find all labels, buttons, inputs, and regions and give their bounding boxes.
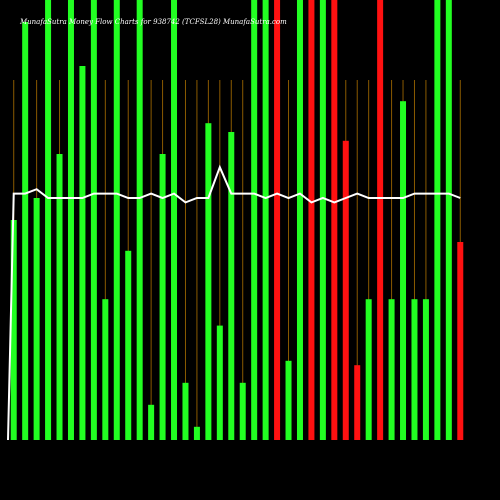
bar — [422, 299, 429, 440]
bar — [67, 0, 74, 440]
bar — [388, 299, 395, 440]
money-flow-line — [7, 164, 461, 441]
bar — [445, 0, 452, 440]
bar — [171, 0, 178, 440]
bar — [377, 0, 384, 440]
bar — [434, 0, 441, 440]
bar — [136, 0, 143, 440]
chart-title: MunafaSutra Money Flow Charts for 938742… — [19, 18, 287, 26]
bar — [90, 0, 97, 440]
bar — [457, 242, 464, 440]
bar — [331, 0, 338, 440]
bar — [285, 360, 292, 440]
bar — [342, 140, 349, 441]
bar — [308, 0, 315, 440]
bar — [182, 382, 189, 440]
bar — [228, 132, 235, 440]
bar — [400, 101, 407, 440]
bar — [365, 299, 372, 440]
bar — [216, 325, 223, 440]
bar — [56, 154, 63, 440]
bar — [262, 0, 269, 440]
bars — [10, 0, 464, 441]
bar — [113, 0, 120, 440]
bar — [10, 220, 17, 440]
bar — [239, 382, 246, 440]
bar — [79, 66, 86, 440]
bar — [319, 0, 326, 440]
bar — [205, 123, 212, 440]
bar — [274, 0, 281, 440]
bar — [251, 0, 258, 440]
bar — [411, 299, 418, 440]
bar — [22, 22, 29, 440]
bar — [45, 0, 52, 440]
bar — [354, 365, 361, 440]
bar — [33, 198, 40, 440]
bar — [102, 299, 109, 440]
bar — [296, 0, 303, 440]
bar — [193, 426, 200, 440]
bar — [125, 250, 132, 440]
bar — [159, 154, 166, 440]
bar — [148, 404, 155, 440]
